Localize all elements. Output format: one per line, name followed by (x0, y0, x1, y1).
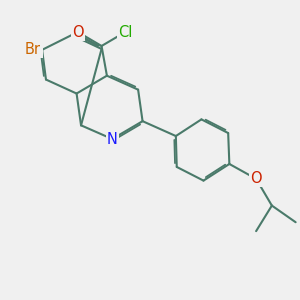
Text: O: O (250, 171, 262, 186)
Text: Br: Br (25, 42, 40, 57)
Text: Cl: Cl (118, 25, 133, 40)
Text: N: N (107, 131, 118, 146)
Text: O: O (72, 25, 84, 40)
Text: Br: Br (26, 42, 42, 57)
